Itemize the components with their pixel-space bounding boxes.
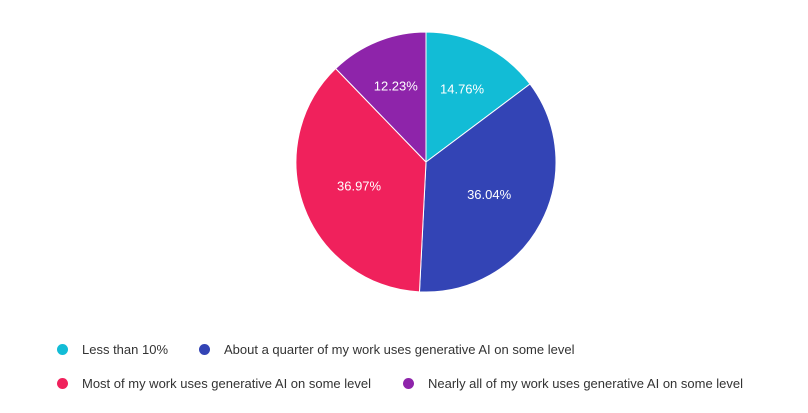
legend-label: Less than 10% bbox=[82, 342, 169, 357]
pie-slices bbox=[295, 31, 557, 293]
pie-chart: 14.76% 36.04% 36.97% 12.23% bbox=[295, 31, 557, 293]
legend-label: Nearly all of my work uses generative AI… bbox=[428, 376, 744, 391]
legend-item-about-a-quarter[interactable]: About a quarter of my work uses generati… bbox=[199, 342, 574, 357]
legend-marker-icon bbox=[199, 344, 210, 355]
pie-slice-3[interactable] bbox=[334, 31, 427, 164]
legend-marker-icon bbox=[57, 344, 68, 355]
pie-slice-label-3: 12.23% bbox=[374, 79, 419, 94]
pie-slice-label-2: 36.97% bbox=[337, 179, 382, 194]
legend-item-most-of-my-work[interactable]: Most of my work uses generative AI on so… bbox=[57, 376, 371, 391]
legend-item-less-than-10[interactable]: Less than 10% bbox=[57, 342, 168, 357]
legend-label: Most of my work uses generative AI on so… bbox=[82, 376, 372, 391]
legend-marker-icon bbox=[403, 378, 414, 389]
pie-labels: 14.76% 36.04% 36.97% 12.23% bbox=[337, 79, 512, 202]
pie-slice-1[interactable] bbox=[418, 83, 557, 293]
pie-slice-label-0: 14.76% bbox=[440, 81, 485, 96]
legend-label: About a quarter of my work uses generati… bbox=[224, 342, 575, 357]
legend-marker-icon bbox=[57, 378, 68, 389]
pie-slice-label-1: 36.04% bbox=[467, 187, 512, 202]
legend-item-nearly-all[interactable]: Nearly all of my work uses generative AI… bbox=[403, 376, 743, 391]
pie-slice-2[interactable] bbox=[295, 67, 427, 293]
pie-slice-0[interactable] bbox=[425, 31, 531, 163]
